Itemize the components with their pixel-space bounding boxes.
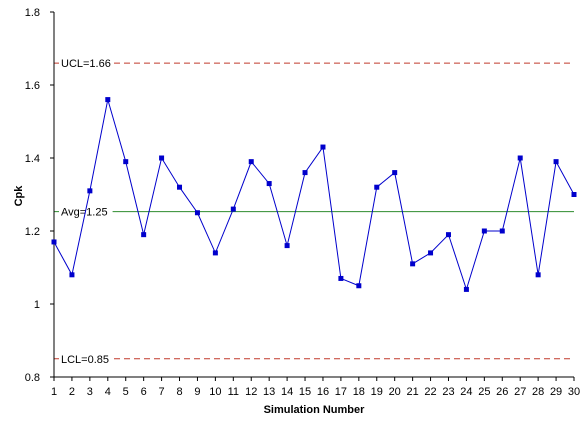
x-tick-label: 12	[245, 386, 257, 398]
data-point	[410, 261, 416, 267]
reference-lines: UCL=1.66 Avg=1.25 LCL=0.85	[54, 56, 574, 366]
x-tick-label: 22	[424, 386, 436, 398]
data-point	[392, 170, 398, 176]
x-tick-label: 30	[568, 386, 580, 398]
x-tick-label: 10	[209, 386, 221, 398]
x-tick-label: 11	[228, 386, 239, 398]
x-tick-label: 25	[478, 386, 490, 398]
data-point	[123, 159, 129, 165]
data-point	[159, 155, 165, 161]
x-tick-label: 26	[496, 386, 508, 398]
x-tick-label: 1	[51, 386, 57, 398]
data-point	[230, 206, 236, 212]
x-tick-label: 16	[317, 386, 329, 398]
data-point	[69, 272, 75, 278]
x-tick-label: 29	[550, 386, 562, 398]
x-tick-label: 20	[389, 386, 401, 398]
data-point	[499, 228, 505, 234]
data-point	[266, 181, 272, 187]
data-point	[177, 184, 183, 190]
data-point	[194, 210, 200, 216]
x-tick-label: 19	[371, 386, 383, 398]
x-tick-label: 14	[281, 386, 293, 398]
x-tick-label: 8	[176, 386, 182, 398]
axes	[53, 12, 574, 378]
x-tick-label: 27	[514, 386, 526, 398]
x-tick-label: 21	[406, 386, 418, 398]
x-tick-label: 3	[87, 386, 93, 398]
x-tick-label: 18	[353, 386, 365, 398]
x-tick-label: 9	[194, 386, 200, 398]
x-tick-label: 15	[299, 386, 311, 398]
data-point	[338, 275, 344, 281]
data-point	[517, 155, 523, 161]
x-tick-label: 5	[123, 386, 129, 398]
y-tick-label: 1.8	[25, 7, 40, 19]
data-point	[248, 159, 254, 165]
x-ticks: 1 2 3 4 5 6 7 8 9 10 11 12 13 14 15 16 17 18 19 20 21 22 23 24 2…	[51, 377, 580, 398]
data-point	[428, 250, 434, 256]
data-point	[105, 97, 111, 103]
x-tick-label: 7	[159, 386, 165, 398]
reference-label-bg	[59, 56, 113, 70]
data-point	[284, 243, 290, 249]
reference-label: Avg=1.25	[61, 207, 108, 219]
x-tick-label: 23	[442, 386, 454, 398]
x-tick-label: 4	[105, 386, 111, 398]
reference-label-bg	[59, 351, 113, 365]
data-point	[553, 159, 559, 165]
data-point	[302, 170, 308, 176]
y-tick-label: 1.6	[25, 80, 40, 92]
x-tick-label: 24	[460, 386, 472, 398]
data-point	[374, 184, 380, 190]
data-point	[141, 232, 147, 238]
series	[51, 97, 577, 292]
x-tick-label: 28	[532, 386, 544, 398]
y-tick-label: 1.2	[25, 226, 40, 238]
data-point	[212, 250, 218, 256]
x-tick-label: 6	[141, 386, 147, 398]
x-tick-label: 13	[263, 386, 275, 398]
data-point	[87, 188, 93, 194]
x-axis-title: Simulation Number	[264, 404, 366, 416]
data-point	[571, 192, 577, 197]
data-point	[481, 228, 487, 234]
reference-label: LCL=0.85	[61, 354, 109, 366]
reference-label: UCL=1.66	[61, 58, 111, 70]
data-point	[320, 144, 326, 150]
x-tick-label: 17	[335, 386, 347, 398]
y-tick-label: 1.4	[25, 153, 40, 165]
data-point	[356, 283, 362, 289]
data-point	[51, 239, 57, 245]
y-tick-label: 0.8	[25, 372, 40, 384]
x-tick-label: 2	[69, 386, 75, 398]
y-axis-title: Cpk	[13, 185, 25, 207]
data-point	[535, 272, 541, 278]
data-point	[463, 286, 469, 292]
data-point	[445, 232, 451, 238]
y-tick-label: 1	[34, 299, 40, 311]
series-line	[53, 99, 575, 292]
y-ticks: 0.8 1 1.2 1.4 1.6 1.8	[25, 7, 54, 384]
